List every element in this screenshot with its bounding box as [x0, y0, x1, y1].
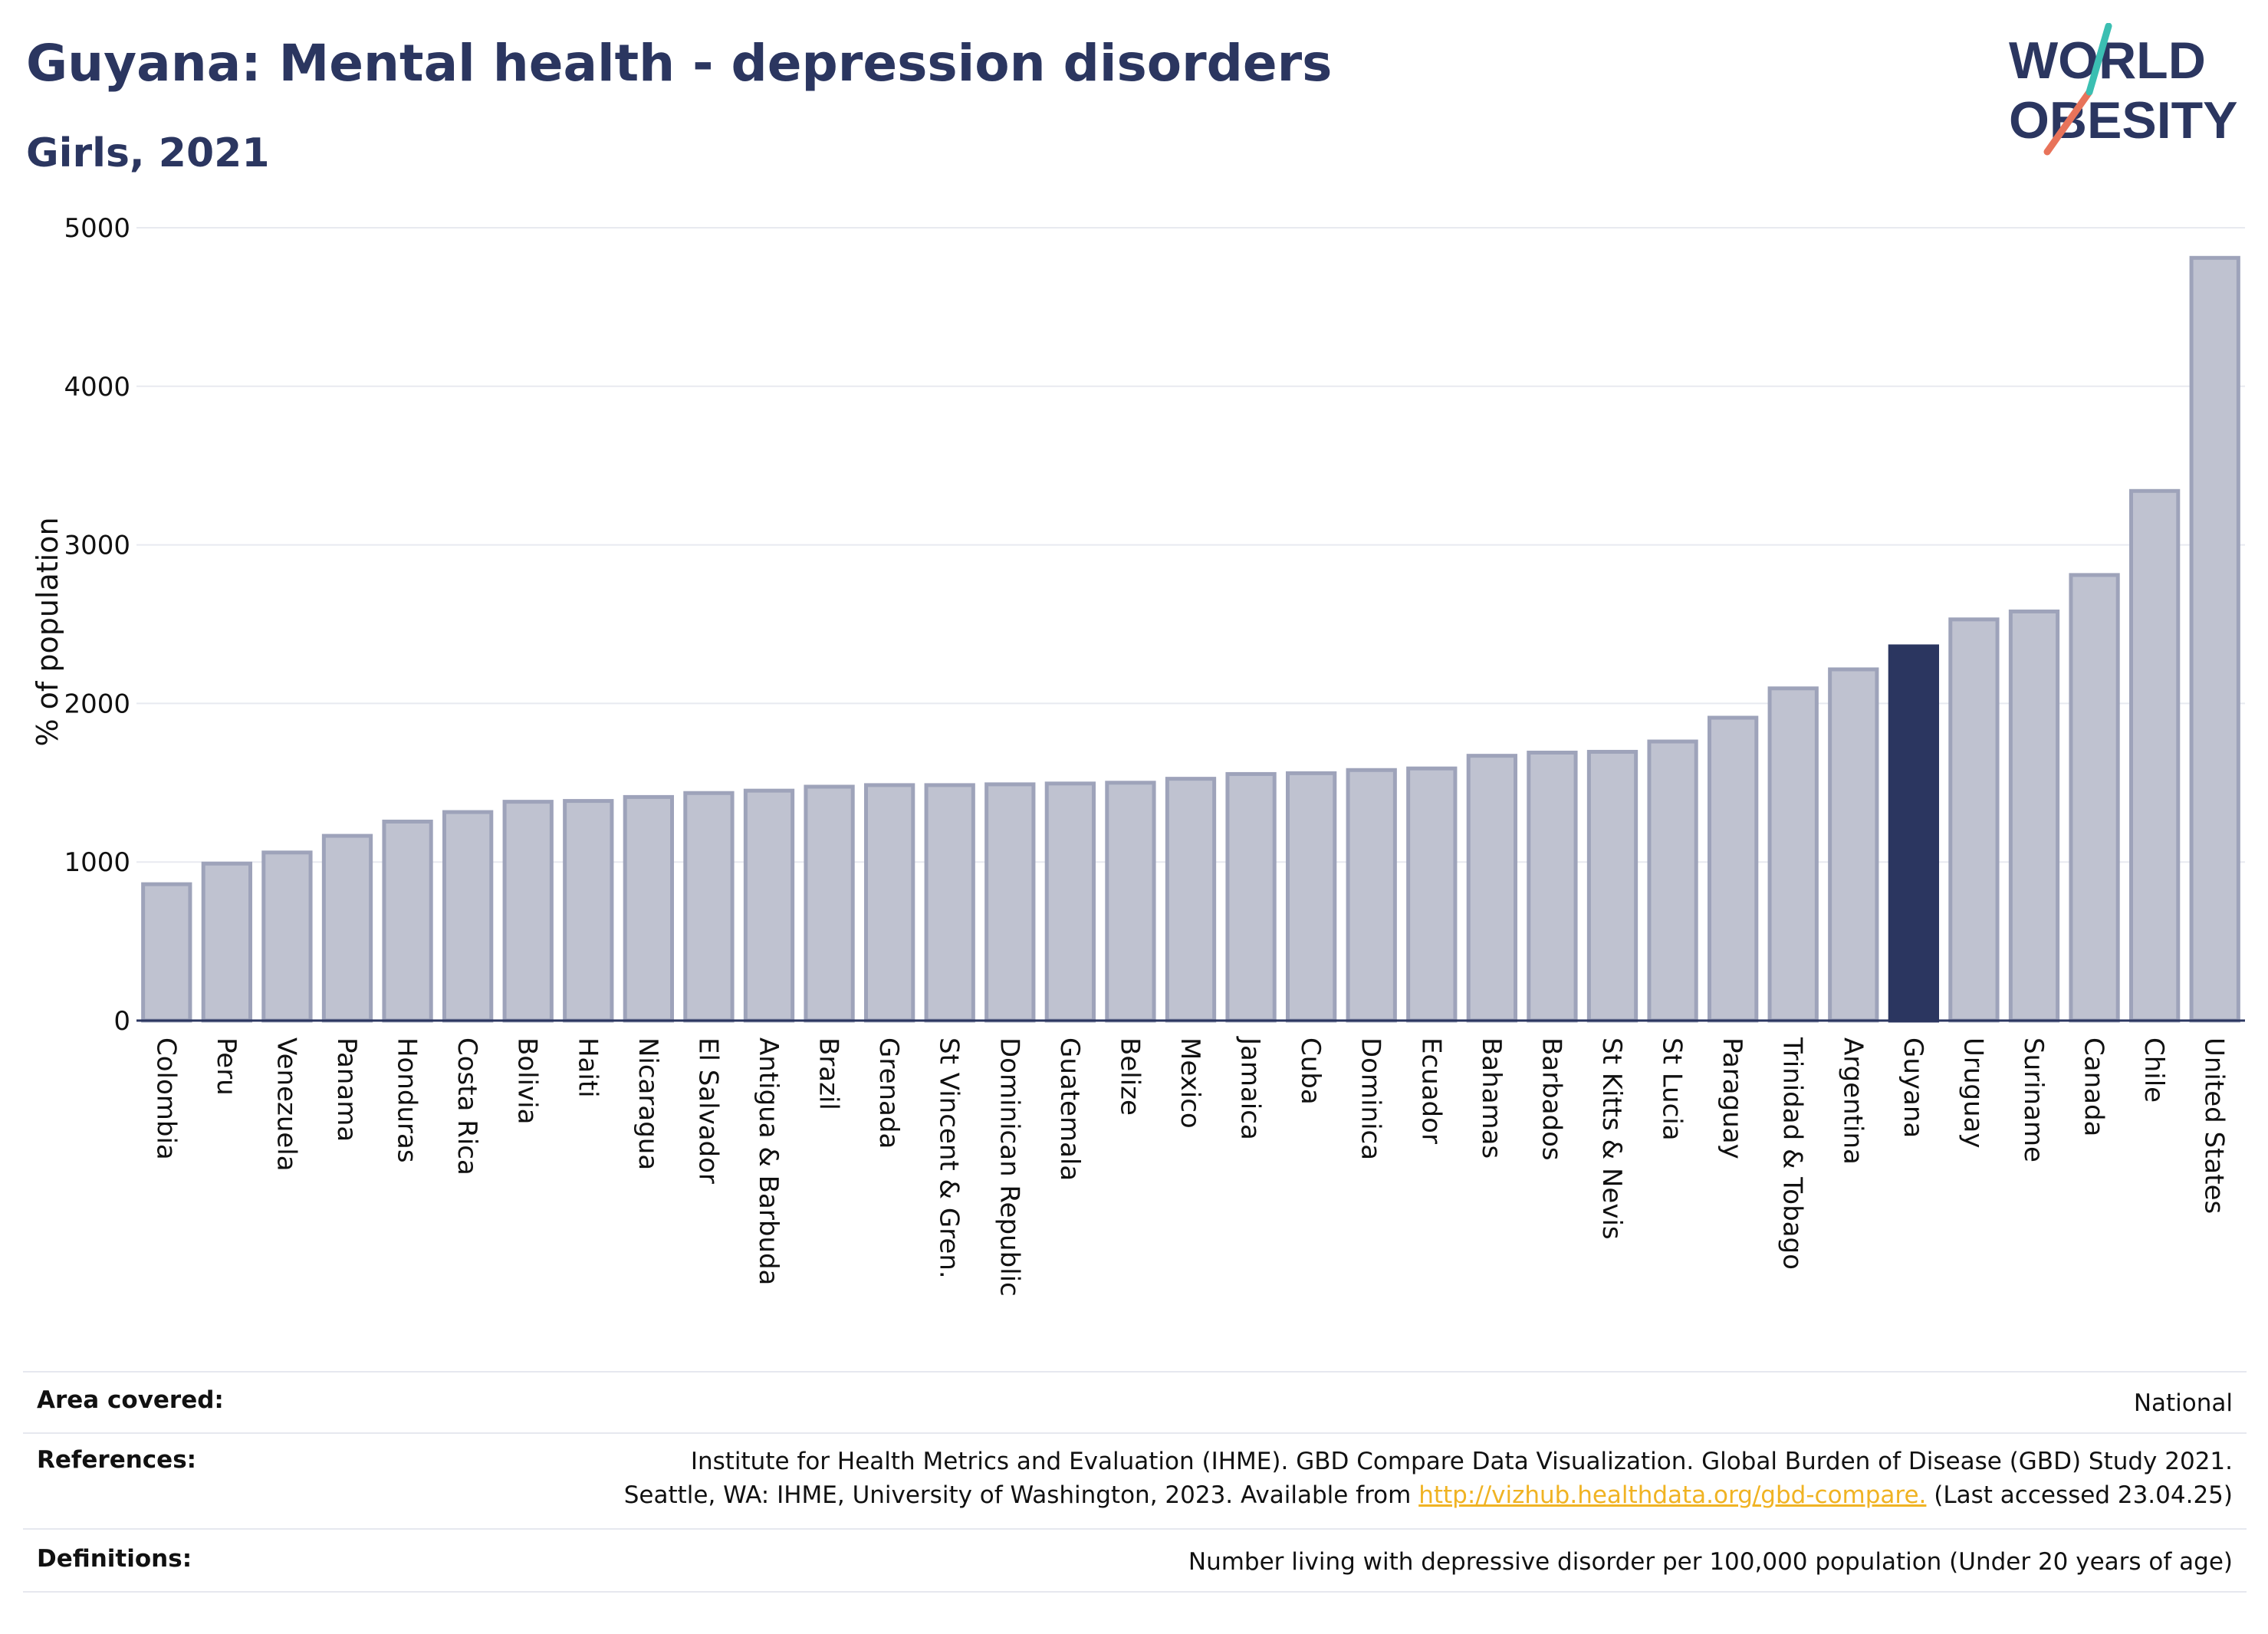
- x-tick-label: Chile: [2138, 1037, 2169, 1103]
- x-tick-label: Uruguay: [1957, 1037, 1988, 1149]
- definitions-value: Number living with depressive disorder p…: [1188, 1548, 2233, 1576]
- x-tick-label: St Lucia: [1657, 1037, 1688, 1141]
- bar-st-vincent-gren-[interactable]: [924, 783, 975, 1023]
- area-covered-label: Area covered:: [37, 1386, 224, 1414]
- bar-peru[interactable]: [201, 861, 253, 1023]
- references-row: References: Institute for Health Metrics…: [23, 1432, 2247, 1528]
- x-tick-label: Dominican Republic: [994, 1037, 1024, 1297]
- y-tick-label: 4000: [64, 372, 130, 403]
- x-tick-label: Costa Rica: [452, 1037, 482, 1175]
- x-tick-label: Dominica: [1356, 1037, 1386, 1160]
- bar-brazil[interactable]: [804, 784, 855, 1023]
- bar-costa-rica[interactable]: [442, 810, 494, 1023]
- area-covered-row: Area covered: National: [23, 1371, 2247, 1432]
- x-tick-label: Haiti: [572, 1037, 603, 1098]
- bars: [141, 255, 2240, 1023]
- x-tick-label: Argentina: [1837, 1037, 1868, 1165]
- references-link[interactable]: http://vizhub.healthdata.org/gbd-compare…: [1418, 1481, 1927, 1509]
- x-tick-label: Mexico: [1175, 1037, 1205, 1129]
- x-tick-label: Venezuela: [271, 1037, 301, 1172]
- x-tick-label: Peru: [211, 1037, 242, 1096]
- bar-argentina[interactable]: [1828, 667, 1879, 1023]
- x-tick-label: El Salvador: [692, 1037, 723, 1184]
- references-label: References:: [37, 1446, 197, 1474]
- references-value: Institute for Health Metrics and Evaluat…: [624, 1445, 2233, 1512]
- x-axis-ticks: Colombia Peru Venezuela Panama Honduras Costa…: [150, 1036, 2229, 1297]
- bar-barbados[interactable]: [1527, 751, 1578, 1023]
- x-tick-label: Honduras: [392, 1037, 422, 1163]
- bar-dominican-republic[interactable]: [984, 782, 1036, 1023]
- bar-st-kitts-nevis[interactable]: [1586, 749, 1639, 1023]
- x-tick-label: Jamaica: [1235, 1036, 1266, 1140]
- x-tick-label: Ecuador: [1415, 1037, 1446, 1144]
- svg-text:OBESITY: OBESITY: [2009, 91, 2238, 150]
- bar-paraguay[interactable]: [1708, 715, 1759, 1023]
- bar-chile[interactable]: [2129, 488, 2181, 1023]
- bar-ecuador[interactable]: [1406, 766, 1458, 1023]
- bar-haiti[interactable]: [563, 799, 614, 1023]
- y-tick-label: 0: [113, 1006, 130, 1037]
- x-tick-label: Belize: [1114, 1037, 1145, 1116]
- y-axis-ticks: 0 1000 2000 3000 4000 5000: [64, 213, 130, 1037]
- x-tick-label: Colombia: [150, 1037, 181, 1160]
- bar-nicaragua[interactable]: [623, 794, 675, 1023]
- x-tick-label: Cuba: [1295, 1037, 1326, 1105]
- bar-st-lucia[interactable]: [1647, 739, 1698, 1023]
- x-tick-label: Grenada: [873, 1037, 904, 1149]
- bar-chart: 0 1000 2000 3000 4000 5000 Colombia Peru Venezu…: [31, 213, 2245, 1297]
- bar-suriname[interactable]: [2008, 609, 2060, 1023]
- x-tick-label: Nicaragua: [633, 1037, 663, 1170]
- x-tick-label: Brazil: [814, 1037, 844, 1110]
- x-tick-label: Trinidad & Tobago: [1777, 1037, 1808, 1270]
- bar-grenada[interactable]: [864, 783, 915, 1023]
- bar-dominica[interactable]: [1346, 768, 1397, 1023]
- y-axis-label: % of population: [31, 517, 64, 746]
- bar-bolivia[interactable]: [502, 800, 554, 1023]
- references-line-2-pre: Seattle, WA: IHME, University of Washing…: [623, 1481, 1419, 1509]
- world-obesity-logo: WORLD OBESITY: [2009, 23, 2238, 156]
- x-tick-label: Bahamas: [1476, 1037, 1507, 1159]
- x-tick-label: Guatemala: [1054, 1037, 1085, 1181]
- x-tick-label: Antigua & Barbuda: [753, 1037, 784, 1285]
- chart-footer: Area covered: National References: Insti…: [23, 1371, 2247, 1593]
- x-tick-label: Barbados: [1536, 1037, 1566, 1161]
- x-tick-label: Bolivia: [512, 1037, 543, 1124]
- chart-title: Guyana: Mental health - depression disor…: [26, 34, 1333, 93]
- y-tick-label: 2000: [64, 689, 130, 719]
- area-covered-value: National: [2133, 1389, 2233, 1417]
- definitions-label: Definitions:: [37, 1545, 192, 1573]
- bar-venezuela[interactable]: [261, 850, 313, 1023]
- bar-united-states[interactable]: [2189, 255, 2240, 1023]
- y-tick-label: 3000: [64, 531, 130, 561]
- bar-bahamas[interactable]: [1466, 754, 1517, 1023]
- y-tick-label: 5000: [64, 213, 130, 244]
- x-tick-label: Paraguay: [1717, 1037, 1747, 1159]
- bar-jamaica[interactable]: [1225, 771, 1277, 1023]
- bar-guatemala[interactable]: [1044, 781, 1096, 1023]
- x-tick-label: United States: [2199, 1037, 2230, 1214]
- bar-cuba[interactable]: [1286, 771, 1337, 1023]
- references-line-1: Institute for Health Metrics and Evaluat…: [690, 1448, 2233, 1475]
- x-tick-label: Guyana: [1898, 1037, 1928, 1138]
- y-tick-label: 1000: [64, 847, 130, 878]
- bar-uruguay[interactable]: [1948, 617, 2000, 1023]
- definitions-row: Definitions: Number living with depressi…: [23, 1528, 2247, 1593]
- bar-panama[interactable]: [321, 833, 373, 1023]
- bar-el-salvador[interactable]: [683, 791, 735, 1023]
- x-tick-label: St Kitts & Nevis: [1596, 1037, 1627, 1240]
- bar-belize[interactable]: [1105, 781, 1156, 1023]
- bar-guyana[interactable]: [1888, 644, 1940, 1023]
- references-line-2-post: (Last accessed 23.04.25): [1926, 1481, 2233, 1509]
- x-tick-label: St Vincent & Gren.: [934, 1037, 965, 1279]
- bar-antigua-barbuda[interactable]: [743, 788, 795, 1023]
- x-tick-label: Canada: [2079, 1037, 2109, 1136]
- bar-mexico[interactable]: [1165, 777, 1217, 1023]
- chart-subtitle: Girls, 2021: [26, 130, 270, 176]
- bar-colombia[interactable]: [141, 882, 192, 1023]
- x-tick-label: Panama: [331, 1037, 362, 1142]
- bar-canada[interactable]: [2069, 573, 2120, 1023]
- x-tick-label: Suriname: [2018, 1037, 2049, 1162]
- bar-honduras[interactable]: [382, 819, 433, 1023]
- bar-trinidad-tobago[interactable]: [1767, 686, 1819, 1023]
